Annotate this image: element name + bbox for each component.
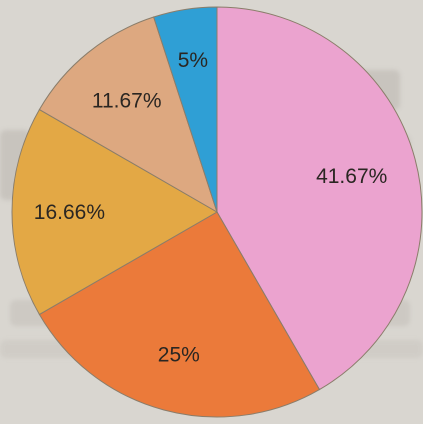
pie-slice [216, 6, 423, 391]
slice-label: 11.67% [92, 90, 162, 113]
slice-label: 5% [178, 49, 208, 72]
pie-slice [153, 6, 218, 213]
slice-label: 16.66% [34, 201, 105, 224]
pie-slice [38, 211, 321, 418]
pie-slices [11, 6, 423, 418]
pie-slice [11, 108, 219, 316]
pie-slice [38, 16, 218, 214]
pie-labels: 41.67% 25% 16.66% 11.67% 5% [34, 49, 388, 367]
slice-label: 41.67% [316, 165, 387, 188]
slice-label: 25% [158, 344, 200, 367]
